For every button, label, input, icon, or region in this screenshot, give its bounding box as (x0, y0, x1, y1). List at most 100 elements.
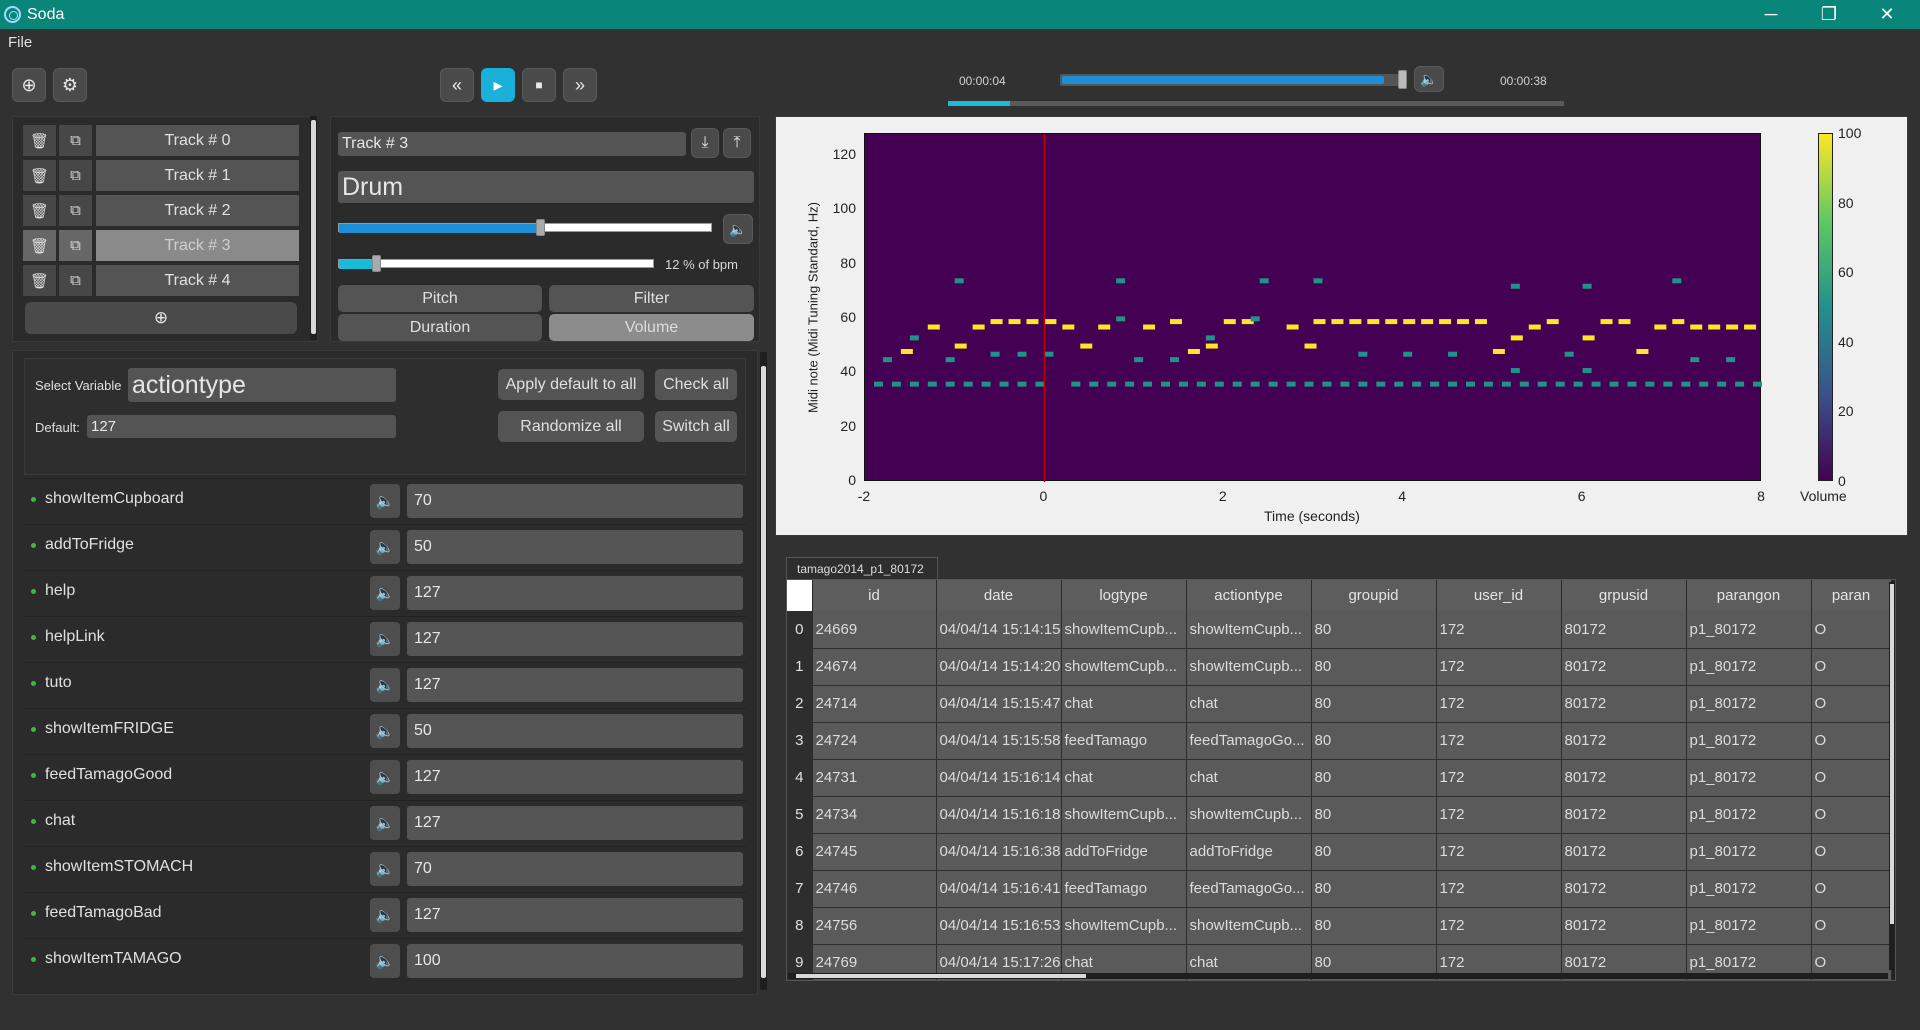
table-row[interactable]: 4 24731 04/04/14 15:16:14 chat chat 80 172 8017… (787, 759, 1892, 797)
track-row[interactable]: 🗑 ⧉ Track # 4 (23, 265, 299, 296)
table-cell[interactable]: p1_80172 (1686, 611, 1812, 649)
track-label[interactable]: Track # 0 (96, 125, 299, 156)
track-list-scrollbar[interactable] (310, 116, 317, 340)
variable-value-field[interactable]: 100 (407, 944, 743, 978)
rewind-button[interactable]: « (440, 68, 474, 102)
check-all-button[interactable]: Check all (655, 369, 737, 400)
table-cell[interactable]: p1_80172 (1686, 648, 1812, 686)
table-cell[interactable]: O (1811, 796, 1892, 834)
variable-value-field[interactable]: 70 (407, 484, 743, 518)
table-cell[interactable]: 80 (1311, 722, 1437, 760)
table-cell[interactable]: showItemCupb... (1186, 907, 1312, 945)
pitch-button[interactable]: Pitch (338, 285, 542, 312)
speaker-icon[interactable]: 🔈 (370, 760, 400, 794)
table-cell[interactable]: O (1811, 907, 1892, 945)
table-scroll-thumb-vertical[interactable] (1890, 584, 1894, 924)
default-value-field[interactable]: 127 (87, 415, 396, 438)
table-cell[interactable]: 04/04/14 15:16:14 (936, 759, 1062, 797)
table-cell[interactable]: 04/04/14 15:14:15 (936, 611, 1062, 649)
table-cell[interactable]: 80172 (1561, 685, 1687, 723)
table-cell[interactable]: chat (1061, 685, 1187, 723)
table-row[interactable]: 5 24734 04/04/14 15:16:18 showItemCupb... sh… (787, 796, 1892, 834)
enabled-dot-icon[interactable] (31, 635, 36, 640)
table-cell[interactable]: 80172 (1561, 722, 1687, 760)
table-cell[interactable]: 172 (1436, 759, 1562, 797)
speaker-icon[interactable]: 🔈 (370, 806, 400, 840)
duplicate-icon[interactable]: ⧉ (59, 125, 92, 156)
duplicate-icon[interactable]: ⧉ (59, 160, 92, 191)
filter-button[interactable]: Filter (549, 285, 754, 312)
table-cell[interactable]: O (1811, 833, 1892, 871)
table-row[interactable]: 2 24714 04/04/14 15:15:47 chat chat 80 172 8017… (787, 685, 1892, 723)
table-cell[interactable]: 172 (1436, 648, 1562, 686)
table-cell[interactable]: 172 (1436, 907, 1562, 945)
table-cell[interactable]: chat (1186, 759, 1312, 797)
enabled-dot-icon[interactable] (31, 865, 36, 870)
duplicate-icon[interactable]: ⧉ (59, 195, 92, 226)
track-label[interactable]: Track # 4 (96, 265, 299, 296)
table-cell[interactable]: O (1811, 648, 1892, 686)
table-cell[interactable]: chat (1061, 759, 1187, 797)
volume-slider-handle[interactable] (535, 219, 545, 236)
duplicate-icon[interactable]: ⧉ (59, 265, 92, 296)
track-list-scroll-thumb[interactable] (311, 120, 316, 334)
play-button[interactable]: ▸ (481, 68, 515, 102)
table-cell[interactable]: 172 (1436, 833, 1562, 871)
close-button[interactable]: ✕ (1879, 4, 1895, 24)
row-index[interactable]: 4 (787, 759, 813, 797)
settings-gear-icon-button[interactable]: ⚙ (53, 68, 87, 102)
variable-value-field[interactable]: 127 (407, 760, 743, 794)
variable-value-field[interactable]: 127 (407, 668, 743, 702)
table-cell[interactable]: 80 (1311, 759, 1437, 797)
maximize-button[interactable]: ❐ (1820, 4, 1838, 24)
column-header[interactable]: date (936, 580, 1062, 611)
track-speaker-icon-button[interactable]: 🔈 (723, 214, 753, 244)
table-cell[interactable]: 172 (1436, 796, 1562, 834)
enabled-dot-icon[interactable] (31, 773, 36, 778)
table-cell[interactable]: 24669 (812, 611, 937, 649)
stop-button[interactable]: ■ (522, 68, 556, 102)
bpm-slider[interactable] (338, 259, 654, 268)
table-cell[interactable]: showItemCupb... (1186, 648, 1312, 686)
menu-file[interactable]: File (8, 34, 33, 51)
speaker-icon[interactable]: 🔈 (370, 530, 400, 564)
speaker-icon[interactable]: 🔈 (370, 852, 400, 886)
enabled-dot-icon[interactable] (31, 497, 36, 502)
table-cell[interactable]: O (1811, 685, 1892, 723)
variable-scroll-thumb[interactable] (761, 366, 766, 978)
table-cell[interactable]: feedTamago (1061, 722, 1187, 760)
column-header[interactable]: groupid (1311, 580, 1437, 611)
enabled-dot-icon[interactable] (31, 819, 36, 824)
table-scrollbar-vertical[interactable] (1889, 582, 1895, 970)
table-cell[interactable]: 80172 (1561, 759, 1687, 797)
add-icon-button[interactable]: ⊕ (12, 68, 46, 102)
table-cell[interactable]: showItemCupb... (1061, 611, 1187, 649)
table-cell[interactable]: p1_80172 (1686, 759, 1812, 797)
table-cell[interactable]: p1_80172 (1686, 796, 1812, 834)
fast-forward-button[interactable]: » (563, 68, 597, 102)
table-cell[interactable]: O (1811, 722, 1892, 760)
table-cell[interactable]: chat (1186, 685, 1312, 723)
row-index[interactable]: 0 (787, 611, 813, 649)
table-row[interactable]: 7 24746 04/04/14 15:16:41 feedTamago feedTam… (787, 870, 1892, 908)
track-row[interactable]: 🗑 ⧉ Track # 0 (23, 125, 299, 156)
track-label[interactable]: Track # 1 (96, 160, 299, 191)
table-cell[interactable]: showItemCupb... (1061, 796, 1187, 834)
duplicate-icon[interactable]: ⧉ (59, 230, 92, 261)
track-name-field[interactable]: Track # 3 (338, 132, 686, 156)
table-cell[interactable]: feedTamagoGo... (1186, 870, 1312, 908)
variable-value-field[interactable]: 50 (407, 530, 743, 564)
table-cell[interactable]: p1_80172 (1686, 870, 1812, 908)
speaker-icon[interactable]: 🔈 (370, 944, 400, 978)
table-cell[interactable]: showItemCupb... (1061, 648, 1187, 686)
column-header[interactable]: logtype (1061, 580, 1187, 611)
variable-value-field[interactable]: 127 (407, 898, 743, 932)
table-cell[interactable]: 04/04/14 15:15:58 (936, 722, 1062, 760)
table-scrollbar-horizontal[interactable] (788, 973, 1888, 979)
table-cell[interactable]: 80 (1311, 796, 1437, 834)
table-cell[interactable]: feedTamagoGo... (1186, 722, 1312, 760)
table-cell[interactable]: p1_80172 (1686, 722, 1812, 760)
table-cell[interactable]: 172 (1436, 611, 1562, 649)
row-index[interactable]: 3 (787, 722, 813, 760)
table-cell[interactable]: 80172 (1561, 870, 1687, 908)
